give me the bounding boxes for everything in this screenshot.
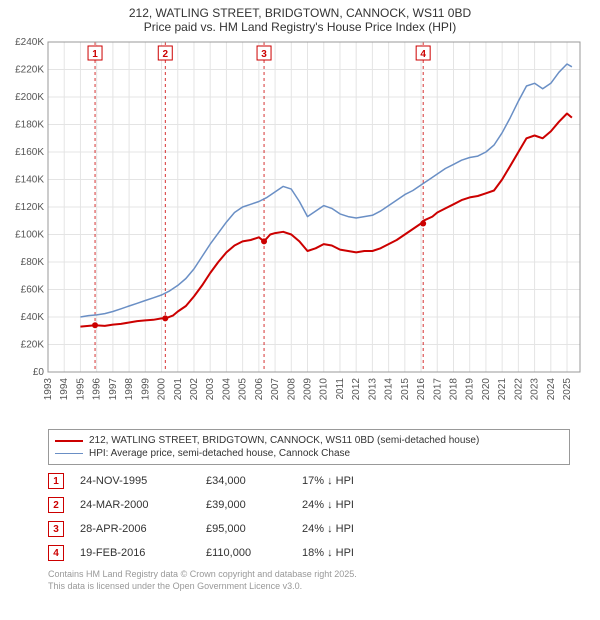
svg-text:2: 2 [162, 49, 168, 60]
svg-text:2005: 2005 [238, 378, 249, 401]
svg-text:2000: 2000 [157, 378, 168, 401]
svg-text:1996: 1996 [92, 378, 103, 401]
sale-price: £95,000 [206, 523, 286, 535]
legend-swatch [55, 453, 83, 454]
svg-text:£0: £0 [33, 367, 45, 378]
svg-text:1998: 1998 [124, 378, 135, 401]
svg-text:£240K: £240K [15, 37, 44, 48]
svg-text:2025: 2025 [562, 378, 573, 401]
sale-delta-vs-hpi: 24% ↓ HPI [302, 499, 392, 511]
svg-text:2023: 2023 [530, 378, 541, 401]
sale-delta-vs-hpi: 17% ↓ HPI [302, 475, 392, 487]
svg-text:2018: 2018 [448, 378, 459, 401]
svg-text:2009: 2009 [303, 378, 314, 401]
svg-text:1: 1 [92, 49, 98, 60]
sale-delta-vs-hpi: 18% ↓ HPI [302, 547, 392, 559]
svg-text:1993: 1993 [43, 378, 54, 401]
legend-label: HPI: Average price, semi-detached house,… [89, 448, 350, 459]
svg-text:2015: 2015 [400, 378, 411, 401]
svg-text:£120K: £120K [15, 202, 44, 213]
sales-table: 1 24-NOV-1995 £34,000 17% ↓ HPI 2 24-MAR-2000… [48, 469, 570, 565]
chart-area: £0 £20K £40K £60K £80K £100K £120K £140K £160K £1… [0, 34, 600, 423]
line-chart-svg: £0 £20K £40K £60K £80K £100K £120K £140K £160K £1… [0, 34, 600, 418]
legend-label: 212, WATLING STREET, BRIDGTOWN, CANNOCK,… [89, 435, 479, 446]
svg-text:£60K: £60K [21, 285, 45, 296]
footer-line-2: This data is licensed under the Open Gov… [48, 581, 570, 593]
svg-text:1995: 1995 [75, 378, 86, 401]
legend: 212, WATLING STREET, BRIDGTOWN, CANNOCK,… [48, 429, 570, 465]
footer-line-1: Contains HM Land Registry data © Crown c… [48, 569, 570, 581]
svg-text:2011: 2011 [335, 378, 346, 400]
svg-text:2012: 2012 [351, 378, 362, 401]
svg-text:2006: 2006 [254, 378, 265, 401]
svg-text:2007: 2007 [270, 378, 281, 401]
svg-text:2004: 2004 [221, 378, 232, 401]
page-root: { "title_line1": "212, WATLING STREET, B… [0, 0, 600, 620]
svg-text:£20K: £20K [21, 340, 45, 351]
sale-row: 4 19-FEB-2016 £110,000 18% ↓ HPI [48, 541, 570, 565]
svg-text:2016: 2016 [416, 378, 427, 401]
svg-text:£100K: £100K [15, 230, 44, 241]
sale-price: £110,000 [206, 547, 286, 559]
svg-text:£220K: £220K [15, 65, 44, 76]
svg-text:4: 4 [420, 49, 426, 60]
sale-marker: 4 [48, 545, 64, 561]
legend-swatch [55, 440, 83, 442]
svg-text:£40K: £40K [21, 312, 45, 323]
legend-item: 212, WATLING STREET, BRIDGTOWN, CANNOCK,… [55, 434, 563, 447]
svg-text:£180K: £180K [15, 120, 44, 131]
svg-text:1997: 1997 [108, 378, 119, 401]
svg-text:2024: 2024 [546, 378, 557, 401]
sale-date: 24-MAR-2000 [80, 499, 190, 511]
svg-text:2002: 2002 [189, 378, 200, 401]
sale-row: 3 28-APR-2006 £95,000 24% ↓ HPI [48, 517, 570, 541]
sale-date: 19-FEB-2016 [80, 547, 190, 559]
legend-item: HPI: Average price, semi-detached house,… [55, 447, 563, 460]
sale-marker: 3 [48, 521, 64, 537]
svg-text:2003: 2003 [205, 378, 216, 401]
chart-title-address: 212, WATLING STREET, BRIDGTOWN, CANNOCK,… [0, 6, 600, 20]
chart-title-subtitle: Price paid vs. HM Land Registry's House … [0, 20, 600, 34]
svg-text:3: 3 [261, 49, 267, 60]
svg-text:£160K: £160K [15, 147, 44, 158]
sale-marker: 2 [48, 497, 64, 513]
svg-text:£200K: £200K [15, 92, 44, 103]
svg-text:1994: 1994 [59, 378, 70, 401]
svg-text:2022: 2022 [513, 378, 524, 401]
sale-price: £34,000 [206, 475, 286, 487]
sale-date: 28-APR-2006 [80, 523, 190, 535]
sale-delta-vs-hpi: 24% ↓ HPI [302, 523, 392, 535]
sale-date: 24-NOV-1995 [80, 475, 190, 487]
svg-text:2019: 2019 [465, 378, 476, 401]
svg-text:2020: 2020 [481, 378, 492, 401]
svg-text:2014: 2014 [384, 378, 395, 401]
svg-text:2001: 2001 [173, 378, 184, 401]
sale-marker: 1 [48, 473, 64, 489]
svg-text:£140K: £140K [15, 175, 44, 186]
sale-row: 1 24-NOV-1995 £34,000 17% ↓ HPI [48, 469, 570, 493]
chart-titles: 212, WATLING STREET, BRIDGTOWN, CANNOCK,… [0, 0, 600, 34]
sale-row: 2 24-MAR-2000 £39,000 24% ↓ HPI [48, 493, 570, 517]
footer-attribution: Contains HM Land Registry data © Crown c… [48, 569, 570, 592]
sale-price: £39,000 [206, 499, 286, 511]
svg-text:2010: 2010 [319, 378, 330, 401]
svg-text:2013: 2013 [367, 378, 378, 401]
svg-text:1999: 1999 [140, 378, 151, 401]
svg-text:2021: 2021 [497, 378, 508, 401]
svg-text:£80K: £80K [21, 257, 45, 268]
svg-text:2017: 2017 [432, 378, 443, 401]
svg-text:2008: 2008 [286, 378, 297, 401]
